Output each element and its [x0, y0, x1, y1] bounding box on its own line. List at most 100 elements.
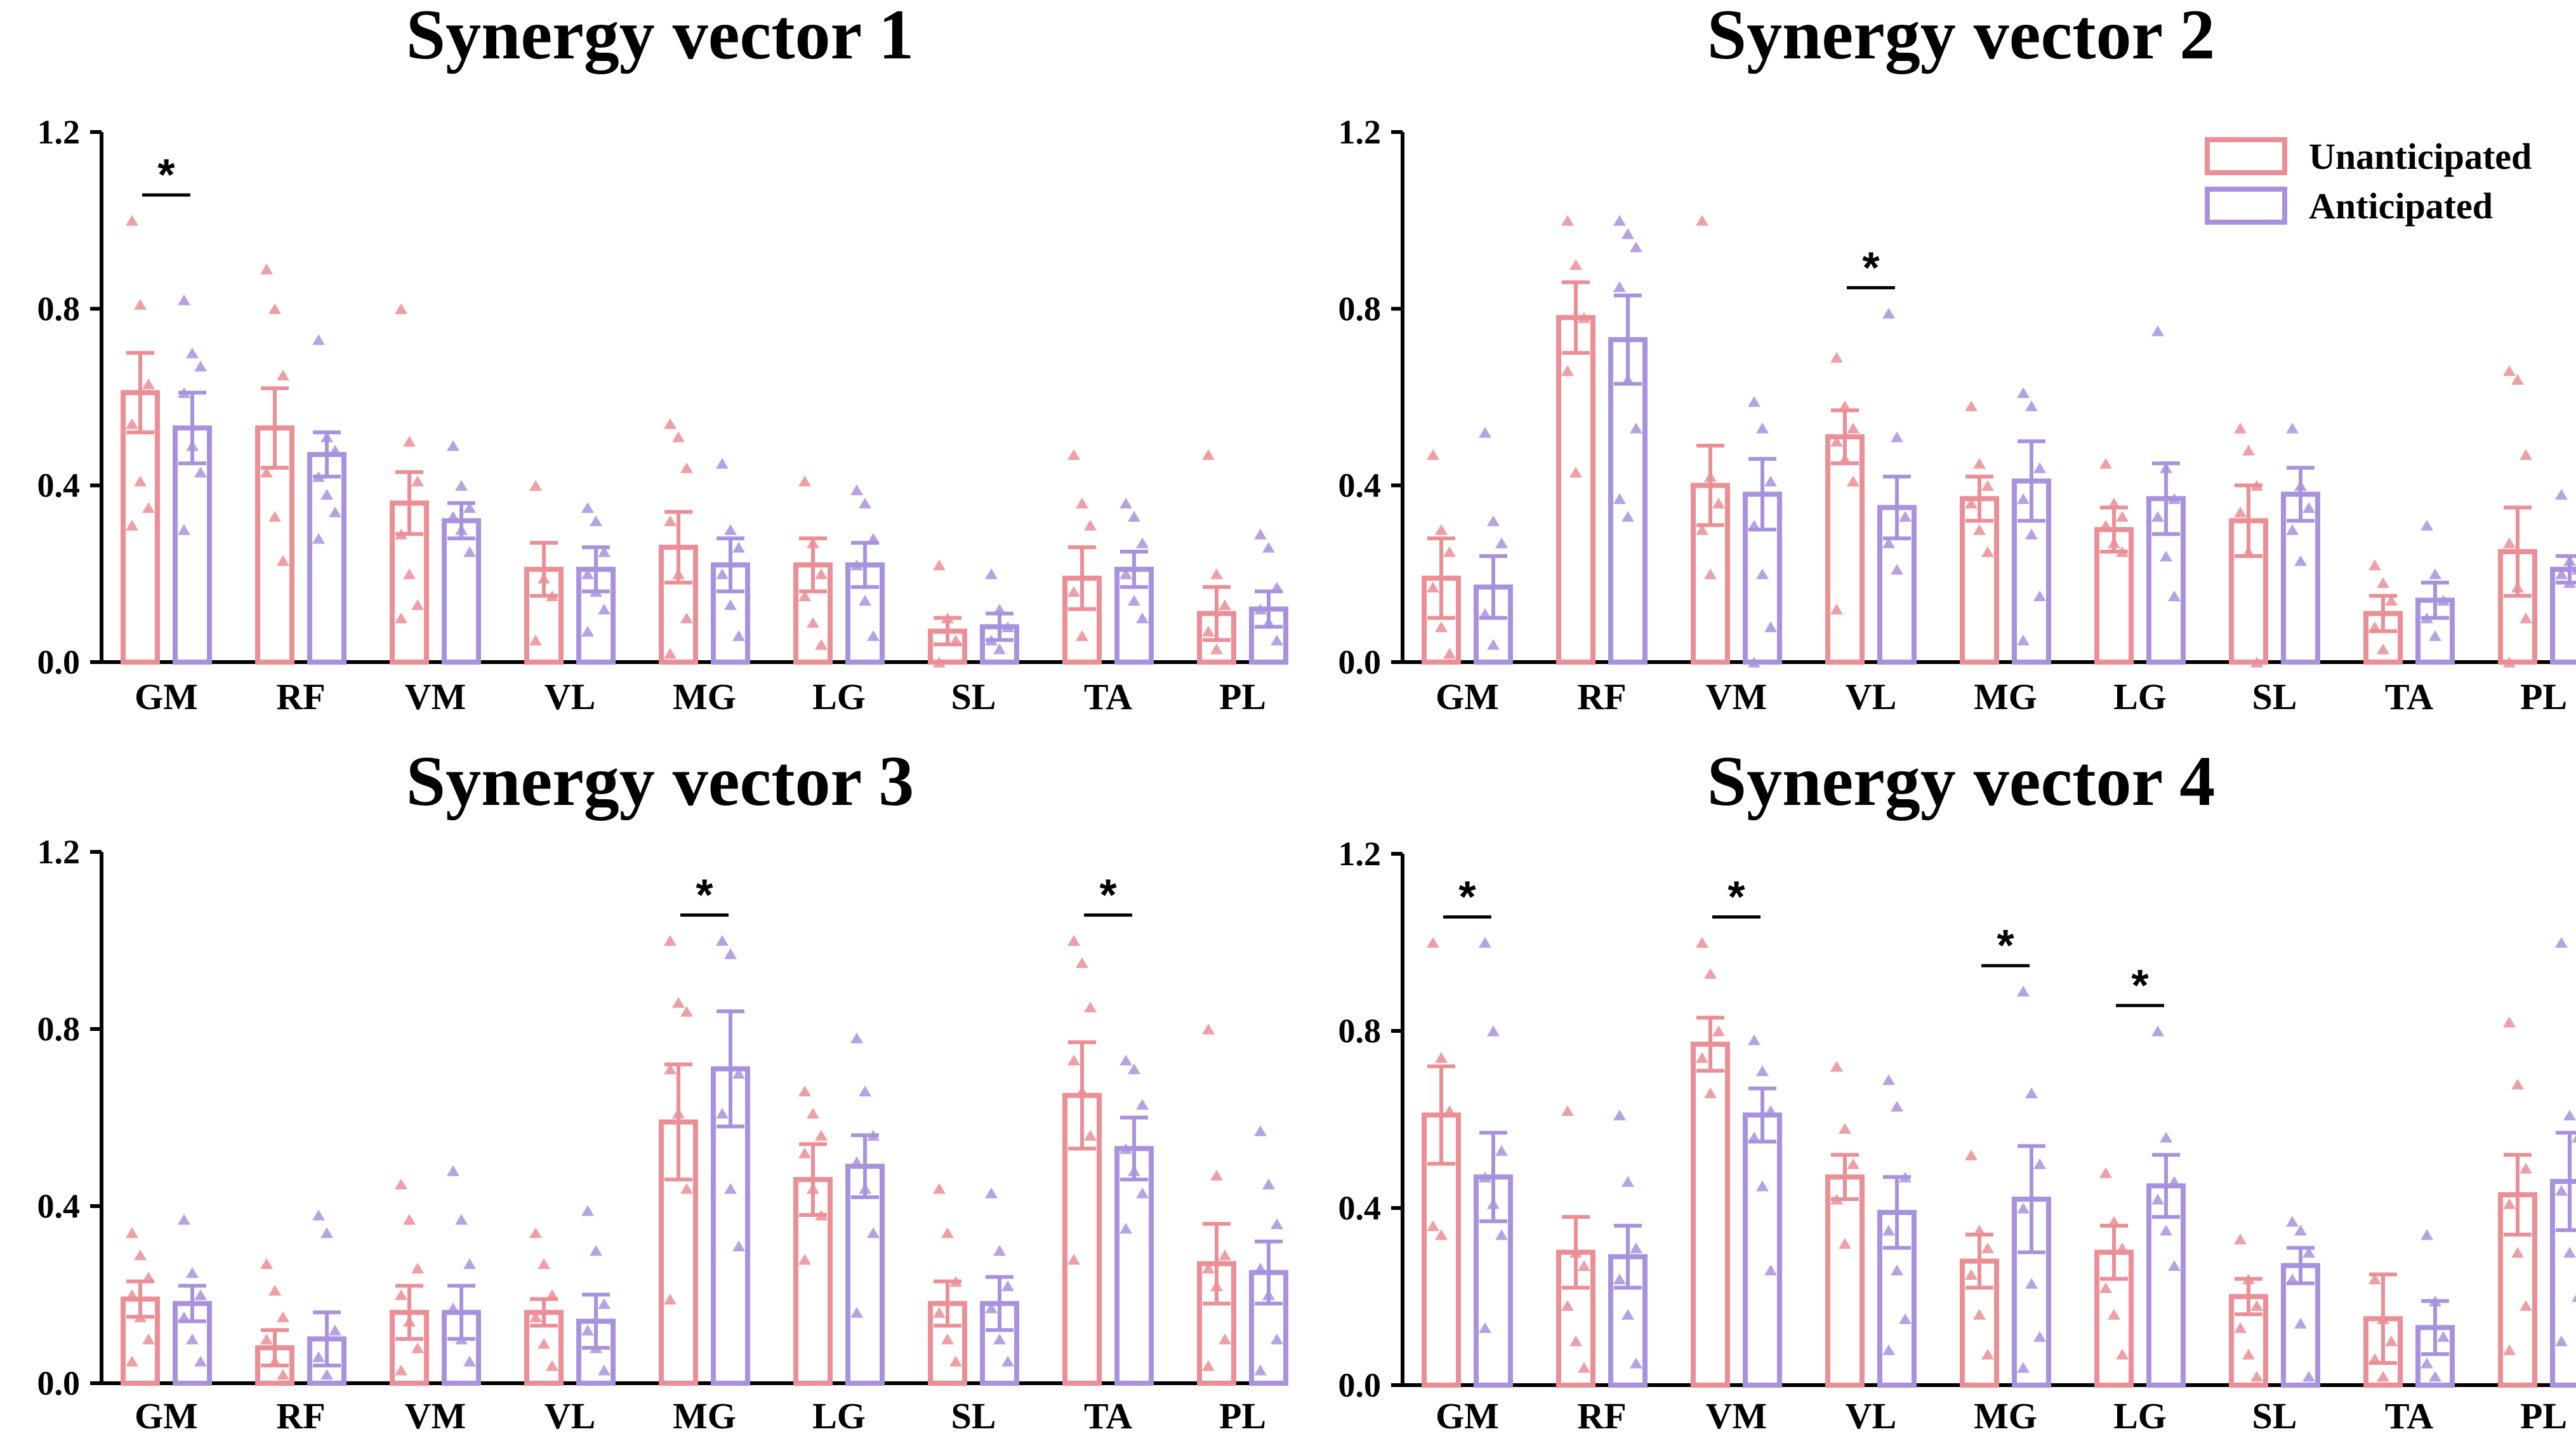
data-point [1630, 241, 1642, 253]
y-tick-label: 0.0 [1338, 643, 1382, 681]
data-point [598, 1298, 611, 1309]
y-tick-label: 0.8 [37, 1010, 81, 1048]
data-point [1839, 400, 1851, 411]
data-point [1202, 625, 1215, 637]
data-point [807, 1108, 819, 1119]
data-point [1202, 449, 1215, 460]
data-point [2368, 621, 2381, 632]
data-point [1965, 498, 1978, 508]
data-point [455, 1333, 468, 1344]
data-point [1830, 352, 1843, 363]
data-point [1254, 604, 1267, 614]
data-point [529, 480, 542, 491]
data-point [320, 1227, 333, 1238]
significance-star: * [1997, 920, 2014, 970]
bar-anticipated-vm [442, 518, 481, 665]
data-point [2520, 612, 2532, 623]
x-tick-label-vm: VM [1706, 676, 1767, 717]
data-point [2242, 444, 2255, 456]
data-point [1202, 1360, 1215, 1371]
data-point [277, 369, 289, 381]
x-tick-label-mg: MG [673, 676, 736, 717]
data-point [2377, 1371, 2389, 1382]
data-point [178, 387, 190, 399]
data-point [732, 630, 745, 641]
data-point [1696, 1052, 1708, 1063]
data-point [680, 612, 693, 623]
data-point [1487, 1198, 1500, 1209]
chart-panel-3: Synergy vector 3 0.0 0.4 0.8 1.2 GM RF VM VL MG LG… [37, 742, 1288, 1434]
data-point [2033, 1331, 2046, 1342]
data-point [268, 1285, 281, 1296]
x-tick-label-vl: VL [1846, 676, 1897, 717]
data-point [949, 634, 962, 646]
data-point [2160, 1225, 2172, 1236]
data-point [2234, 1233, 2247, 1245]
data-point [2033, 590, 2046, 602]
data-point [1981, 1348, 1994, 1360]
data-point [2302, 501, 2315, 513]
data-point [1271, 1333, 1283, 1344]
data-point [1569, 1247, 1582, 1258]
data-point [2368, 1353, 2381, 1364]
data-point [1427, 937, 1439, 948]
data-point [1748, 1034, 1760, 1046]
data-point [1254, 1125, 1267, 1136]
data-point [949, 1276, 962, 1287]
data-point [1435, 524, 1448, 535]
data-point [1973, 458, 1986, 469]
data-point [1764, 475, 1777, 487]
data-point [2116, 546, 2129, 557]
data-point [142, 501, 155, 513]
data-point [798, 475, 811, 487]
data-point [716, 458, 729, 469]
data-point [2108, 537, 2120, 548]
data-point [1435, 1052, 1448, 1063]
data-point [1120, 498, 1132, 508]
data-point [1839, 1122, 1851, 1134]
data-point [411, 1342, 424, 1353]
x-tick-label-vm: VM [1706, 1395, 1767, 1434]
data-point [411, 599, 424, 611]
data-point [538, 573, 550, 584]
data-point [1973, 524, 1986, 535]
x-tick-label-lg: LG [812, 676, 866, 717]
x-tick-label-lg: LG [812, 1395, 866, 1434]
data-point [1219, 1333, 1231, 1344]
data-point [1219, 599, 1231, 611]
data-point [1748, 519, 1760, 531]
data-point [1613, 493, 1626, 505]
data-point [859, 1183, 871, 1194]
data-point [1704, 967, 1717, 979]
data-point [664, 418, 677, 429]
data-point [1981, 546, 1994, 557]
y-tick-label: 0.4 [37, 1187, 81, 1225]
legend: Unanticipated Anticipated [2205, 136, 2532, 227]
data-point [1202, 1023, 1215, 1035]
data-point [1622, 1308, 1634, 1320]
data-point [1479, 1171, 1491, 1183]
data-point [1561, 215, 1574, 226]
data-point [2108, 1308, 2120, 1320]
data-point [1847, 1158, 1859, 1169]
data-point [590, 1342, 602, 1353]
data-point [1427, 449, 1439, 460]
data-point [277, 555, 289, 566]
data-point [1764, 1105, 1777, 1117]
data-point [1120, 1223, 1132, 1234]
x-tick-label-rf: RF [1577, 676, 1626, 717]
data-point [2234, 506, 2247, 517]
data-point [1120, 1143, 1132, 1154]
data-point [1712, 498, 1725, 508]
x-tick-label-gm: GM [1436, 1395, 1499, 1434]
bar-anticipated-ta [1114, 1146, 1154, 1386]
significance-star: * [1862, 242, 1880, 292]
data-point [2025, 528, 2038, 540]
data-point [1882, 1074, 1895, 1085]
data-point [1882, 1225, 1895, 1236]
data-point [1001, 1355, 1014, 1367]
data-point [395, 303, 407, 314]
data-point [1578, 1260, 1590, 1271]
data-point [1561, 1105, 1574, 1117]
data-point [1748, 656, 1760, 668]
